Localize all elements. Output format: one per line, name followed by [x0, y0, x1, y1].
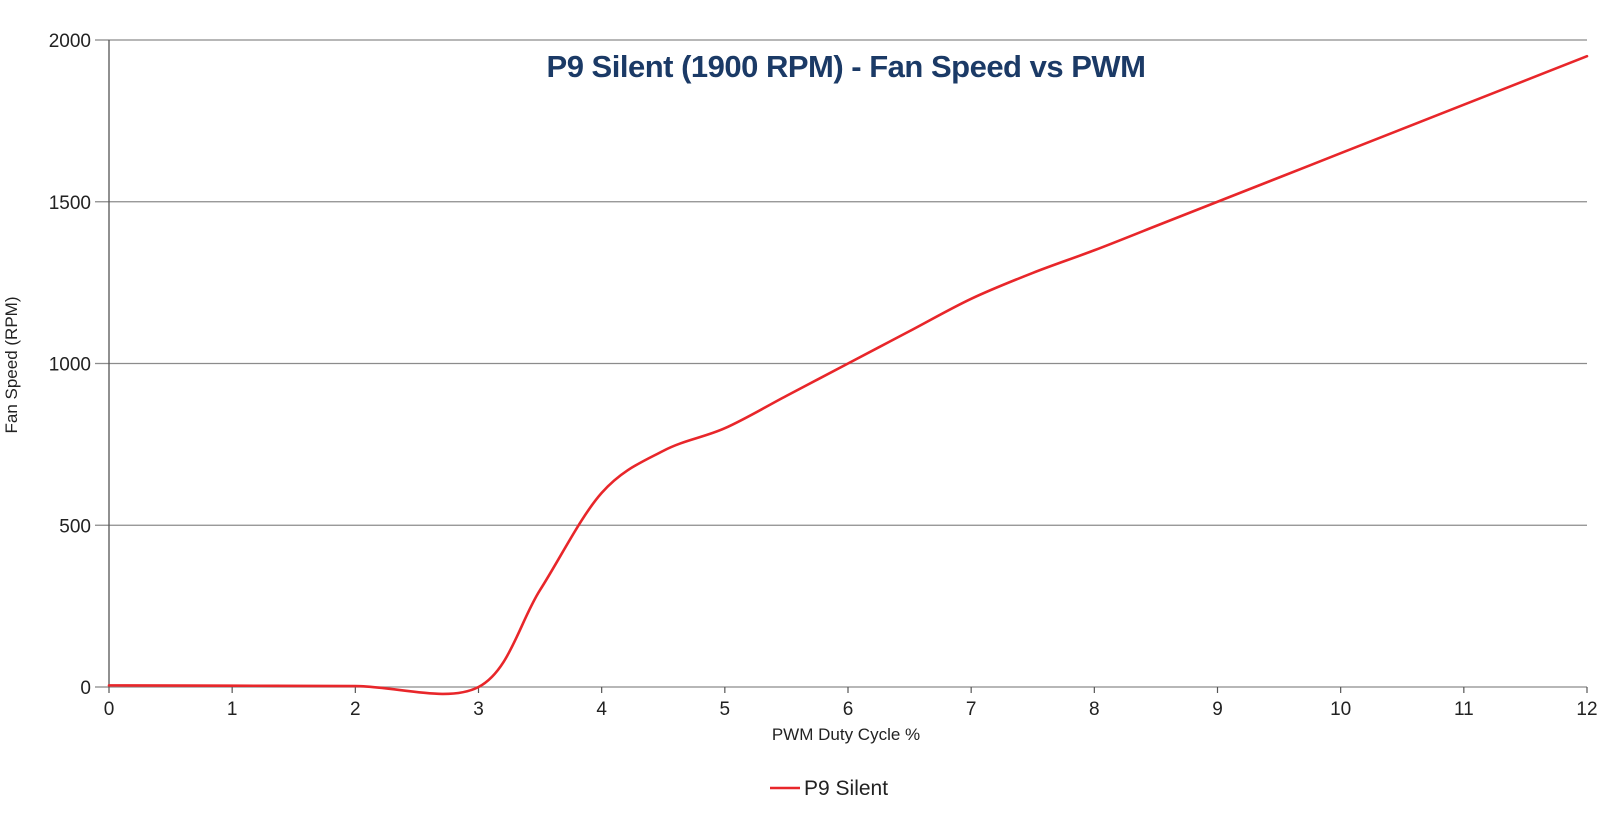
series-layer	[107, 54, 1589, 696]
legend: P9 Silent	[770, 777, 888, 800]
x-axis-title: PWM Duty Cycle %	[772, 725, 920, 744]
x-tick-label: 4	[596, 699, 607, 720]
series-line-0	[107, 54, 1589, 696]
x-tick-label: 0	[104, 699, 115, 720]
y-axis-title: Fan Speed (RPM)	[2, 297, 21, 434]
x-tick-label: 5	[720, 699, 731, 720]
legend-label-p9-silent: P9 Silent	[804, 777, 888, 800]
chart-title: P9 Silent (1900 RPM) - Fan Speed vs PWM	[547, 49, 1146, 84]
y-tick-label: 2000	[49, 31, 91, 52]
x-tick-label: 11	[1454, 699, 1474, 720]
x-tick-label: 7	[966, 699, 977, 720]
x-tick-label: 10	[1330, 699, 1351, 720]
x-tick-label: 9	[1212, 699, 1223, 720]
y-tick-label: 1000	[49, 355, 91, 376]
y-tick-label: 500	[59, 516, 91, 537]
x-tick-label: 1	[227, 699, 238, 720]
x-tick-label: 12	[1576, 699, 1597, 720]
x-tick-label: 6	[843, 699, 854, 720]
x-tick-label: 3	[473, 699, 484, 720]
x-tick-label: 2	[350, 699, 361, 720]
y-tick-label: 1500	[49, 193, 91, 214]
y-tick-label: 0	[80, 678, 91, 699]
x-tick-label: 8	[1089, 699, 1100, 720]
